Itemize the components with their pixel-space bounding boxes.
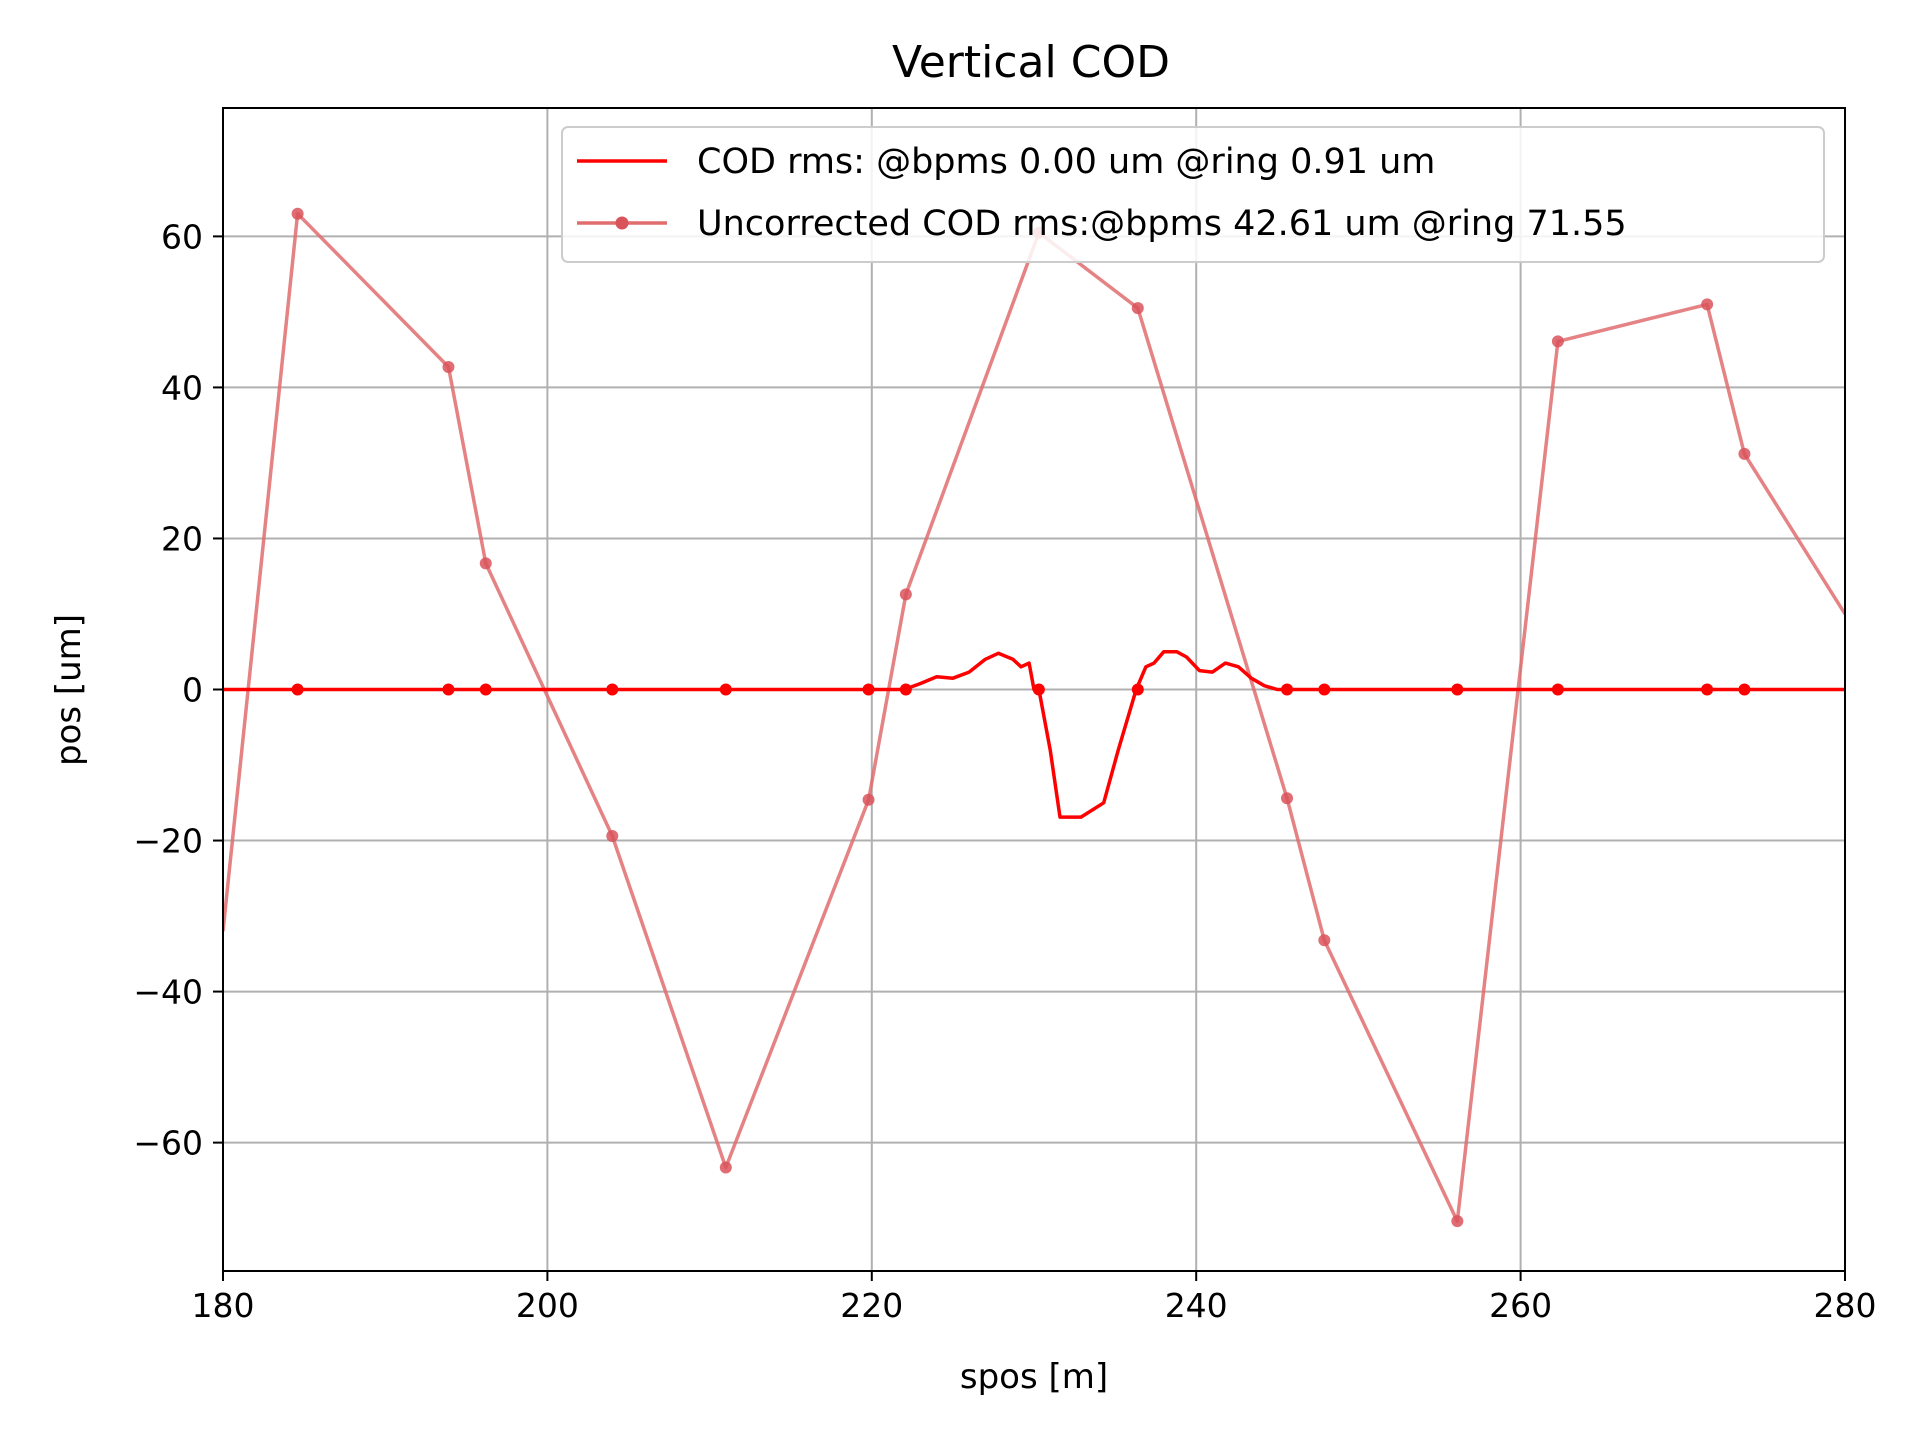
x-tick-label: 180: [192, 1286, 255, 1325]
chart-title: Vertical COD: [892, 37, 1170, 88]
bpm-point: [862, 683, 875, 696]
uncorrected-cod-point: [442, 361, 455, 374]
x-tick-label: 200: [516, 1286, 579, 1325]
x-tick-label: 280: [1814, 1286, 1877, 1325]
uncorrected-cod-point: [719, 1161, 732, 1174]
y-tick-label: −60: [133, 1124, 203, 1163]
legend-label-cod: COD rms: @bpms 0.00 um @ring 0.91 um: [697, 142, 1435, 182]
y-tick-label: 40: [161, 368, 203, 407]
cod-line: [223, 649, 1845, 819]
uncorrected-cod-point: [1318, 934, 1331, 947]
bpm-point: [291, 683, 304, 696]
uncorrected-cod-point: [291, 207, 304, 220]
x-tick-label: 240: [1165, 1286, 1228, 1325]
bpm-point: [899, 683, 912, 696]
uncorrected-cod-point: [1551, 335, 1564, 348]
y-tick-label: −40: [133, 973, 203, 1012]
x-tick-label: 260: [1489, 1286, 1552, 1325]
y-tick-label: −20: [133, 822, 203, 861]
bpm-point: [1451, 683, 1464, 696]
legend: COD rms: @bpms 0.00 um @ring 0.91 um Unc…: [561, 126, 1825, 263]
uncorrected-cod-point: [862, 793, 875, 806]
bpm-point: [606, 683, 619, 696]
ticks: 180 200 220 240 260 280 −60 −40 −20 0 20 40 60: [133, 217, 1876, 1325]
legend-marker-uncorrected: [615, 216, 629, 230]
x-axis-label: spos [m]: [960, 1357, 1108, 1397]
legend-label-uncorrected: Uncorrected COD rms:@bpms 42.61 um @ring…: [697, 204, 1627, 244]
bpm-point: [1281, 683, 1294, 696]
uncorrected-cod-point: [899, 588, 912, 601]
bpm-point: [1032, 683, 1045, 696]
y-tick-label: 20: [161, 519, 203, 558]
y-tick-label: 60: [161, 217, 203, 256]
bpm-point: [1551, 683, 1564, 696]
uncorrected-cod-point: [1701, 298, 1714, 311]
uncorrected-cod-point: [479, 557, 492, 570]
bpm-point: [1131, 683, 1144, 696]
bpm-point: [1318, 683, 1331, 696]
uncorrected-cod-point: [1451, 1215, 1464, 1228]
bpm-point: [479, 683, 492, 696]
bpm-point: [1701, 683, 1714, 696]
uncorrected-cod-point: [1738, 447, 1751, 460]
bpm-point: [442, 683, 455, 696]
uncorrected-cod-point: [1281, 792, 1294, 805]
bpm-point: [1738, 683, 1751, 696]
uncorrected-cod-point: [606, 830, 619, 843]
bpm-point: [719, 683, 732, 696]
legend-box: [561, 126, 1825, 263]
x-tick-label: 220: [840, 1286, 903, 1325]
uncorrected-cod-point: [1131, 302, 1144, 315]
y-axis-label: pos [um]: [49, 614, 89, 766]
y-tick-label: 0: [182, 671, 203, 710]
